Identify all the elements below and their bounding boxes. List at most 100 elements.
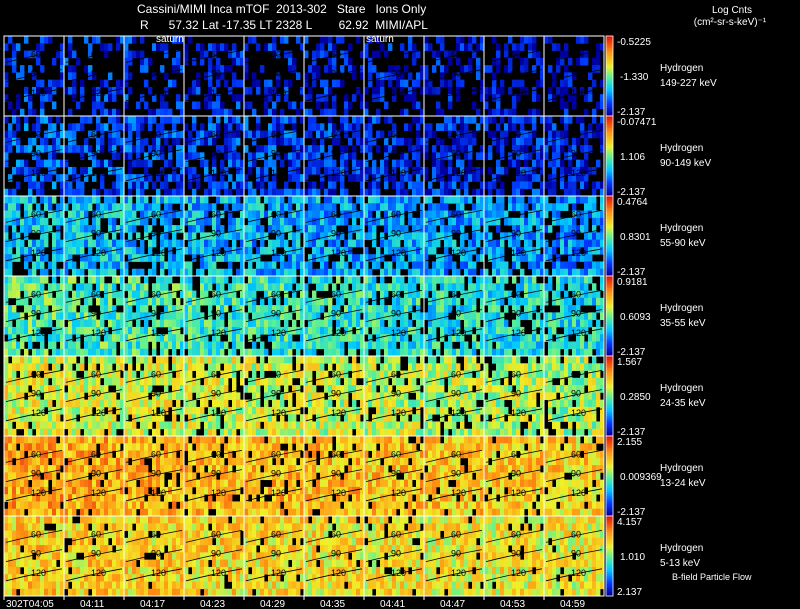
heatmap-cell xyxy=(48,399,53,408)
heatmap-cell xyxy=(404,166,409,175)
heatmap-cell xyxy=(16,123,21,131)
heatmap-cell xyxy=(28,356,33,364)
heatmap-cell xyxy=(100,348,105,357)
heatmap-cell xyxy=(36,225,41,233)
heatmap-cell xyxy=(52,130,57,139)
heatmap-cell xyxy=(532,268,537,277)
heatmap-cell xyxy=(400,86,405,95)
heatmap-cell xyxy=(48,123,53,131)
heatmap-cell xyxy=(308,86,313,95)
heatmap-cell xyxy=(172,268,177,277)
heatmap-cell xyxy=(220,268,225,277)
heatmap-cell xyxy=(396,246,401,255)
heatmap-cell xyxy=(196,246,201,255)
heatmap-cell xyxy=(460,79,465,88)
heatmap-cell xyxy=(240,94,245,102)
heatmap-cell xyxy=(568,254,573,262)
heatmap-cell xyxy=(140,181,145,190)
heatmap-cell xyxy=(56,421,61,430)
heatmap-cell xyxy=(412,268,417,277)
heatmap-cell xyxy=(188,203,193,211)
heatmap-cell xyxy=(592,217,597,226)
heatmap-cell xyxy=(592,196,597,204)
heatmap-cell xyxy=(352,348,357,357)
heatmap-cell xyxy=(236,152,241,161)
heatmap-cell xyxy=(492,116,497,124)
heatmap-cell xyxy=(516,217,521,226)
heatmap-cell xyxy=(92,217,97,226)
heatmap-cell xyxy=(544,246,549,255)
heatmap-cell xyxy=(28,196,33,204)
heatmap-cell xyxy=(448,174,453,182)
heatmap-cell xyxy=(580,254,585,262)
heatmap-cell xyxy=(576,210,581,219)
heatmap-cell xyxy=(552,239,557,248)
heatmap-cell xyxy=(156,428,161,437)
heatmap-cell xyxy=(116,116,121,124)
heatmap-cell xyxy=(316,50,321,59)
heatmap-cell xyxy=(564,297,569,306)
heatmap-cell xyxy=(204,196,209,204)
heatmap-cell xyxy=(368,181,373,190)
heatmap-cell xyxy=(248,356,253,364)
heatmap-cell xyxy=(16,421,21,430)
heatmap-cell xyxy=(480,341,485,350)
heatmap-cell xyxy=(60,399,65,408)
heatmap-cell xyxy=(400,297,405,306)
heatmap-cell xyxy=(176,116,181,124)
heatmap-cell xyxy=(484,276,489,284)
heatmap-cell xyxy=(416,123,421,131)
heatmap-cell xyxy=(232,370,237,379)
heatmap-cell xyxy=(188,356,193,364)
heatmap-cell xyxy=(212,276,217,284)
heatmap-cell xyxy=(164,225,169,233)
heatmap-cell xyxy=(32,297,37,306)
heatmap-cell xyxy=(144,406,149,415)
heatmap-cell xyxy=(332,94,337,102)
heatmap-cell xyxy=(248,261,253,270)
heatmap-cell xyxy=(44,428,49,437)
heatmap-cell xyxy=(392,326,397,335)
heatmap-cell xyxy=(20,341,25,350)
heatmap-cell xyxy=(112,181,117,190)
heatmap-cell xyxy=(168,203,173,211)
heatmap-cell xyxy=(380,166,385,175)
heatmap-cell xyxy=(236,268,241,277)
heatmap-cell xyxy=(164,232,169,241)
heatmap-cell xyxy=(420,217,425,226)
heatmap-cell xyxy=(416,174,421,182)
heatmap-cell xyxy=(304,94,309,102)
heatmap-cell xyxy=(292,65,297,73)
heatmap-cell xyxy=(272,261,277,270)
panel-cells xyxy=(184,116,245,197)
heatmap-cell xyxy=(108,108,113,117)
heatmap-cell xyxy=(536,152,541,161)
heatmap-cell xyxy=(4,57,9,66)
heatmap-cell xyxy=(268,108,273,117)
heatmap-cell xyxy=(548,312,553,321)
heatmap-cell xyxy=(516,305,521,313)
heatmap-cell xyxy=(312,326,317,335)
heatmap-cell xyxy=(588,290,593,299)
heatmap-cell xyxy=(80,181,85,190)
heatmap-cell xyxy=(292,137,297,146)
heatmap-cell xyxy=(256,210,261,219)
heatmap-cell xyxy=(116,43,121,51)
heatmap-cell xyxy=(44,305,49,313)
heatmap-cell xyxy=(236,341,241,350)
heatmap-cell xyxy=(56,385,61,393)
heatmap-cell xyxy=(92,239,97,248)
heatmap-cell xyxy=(524,174,529,182)
heatmap-cell xyxy=(308,225,313,233)
heatmap-cell xyxy=(528,181,533,190)
heatmap-cell xyxy=(388,43,393,51)
heatmap-cell xyxy=(124,152,129,161)
heatmap-cell xyxy=(152,152,157,161)
heatmap-cell xyxy=(240,254,245,262)
heatmap-cell xyxy=(112,188,117,197)
heatmap-cell xyxy=(4,239,9,248)
heatmap-cell xyxy=(120,188,125,197)
heatmap-cell xyxy=(272,225,277,233)
heatmap-cell xyxy=(56,210,61,219)
heatmap-cell xyxy=(52,305,57,313)
